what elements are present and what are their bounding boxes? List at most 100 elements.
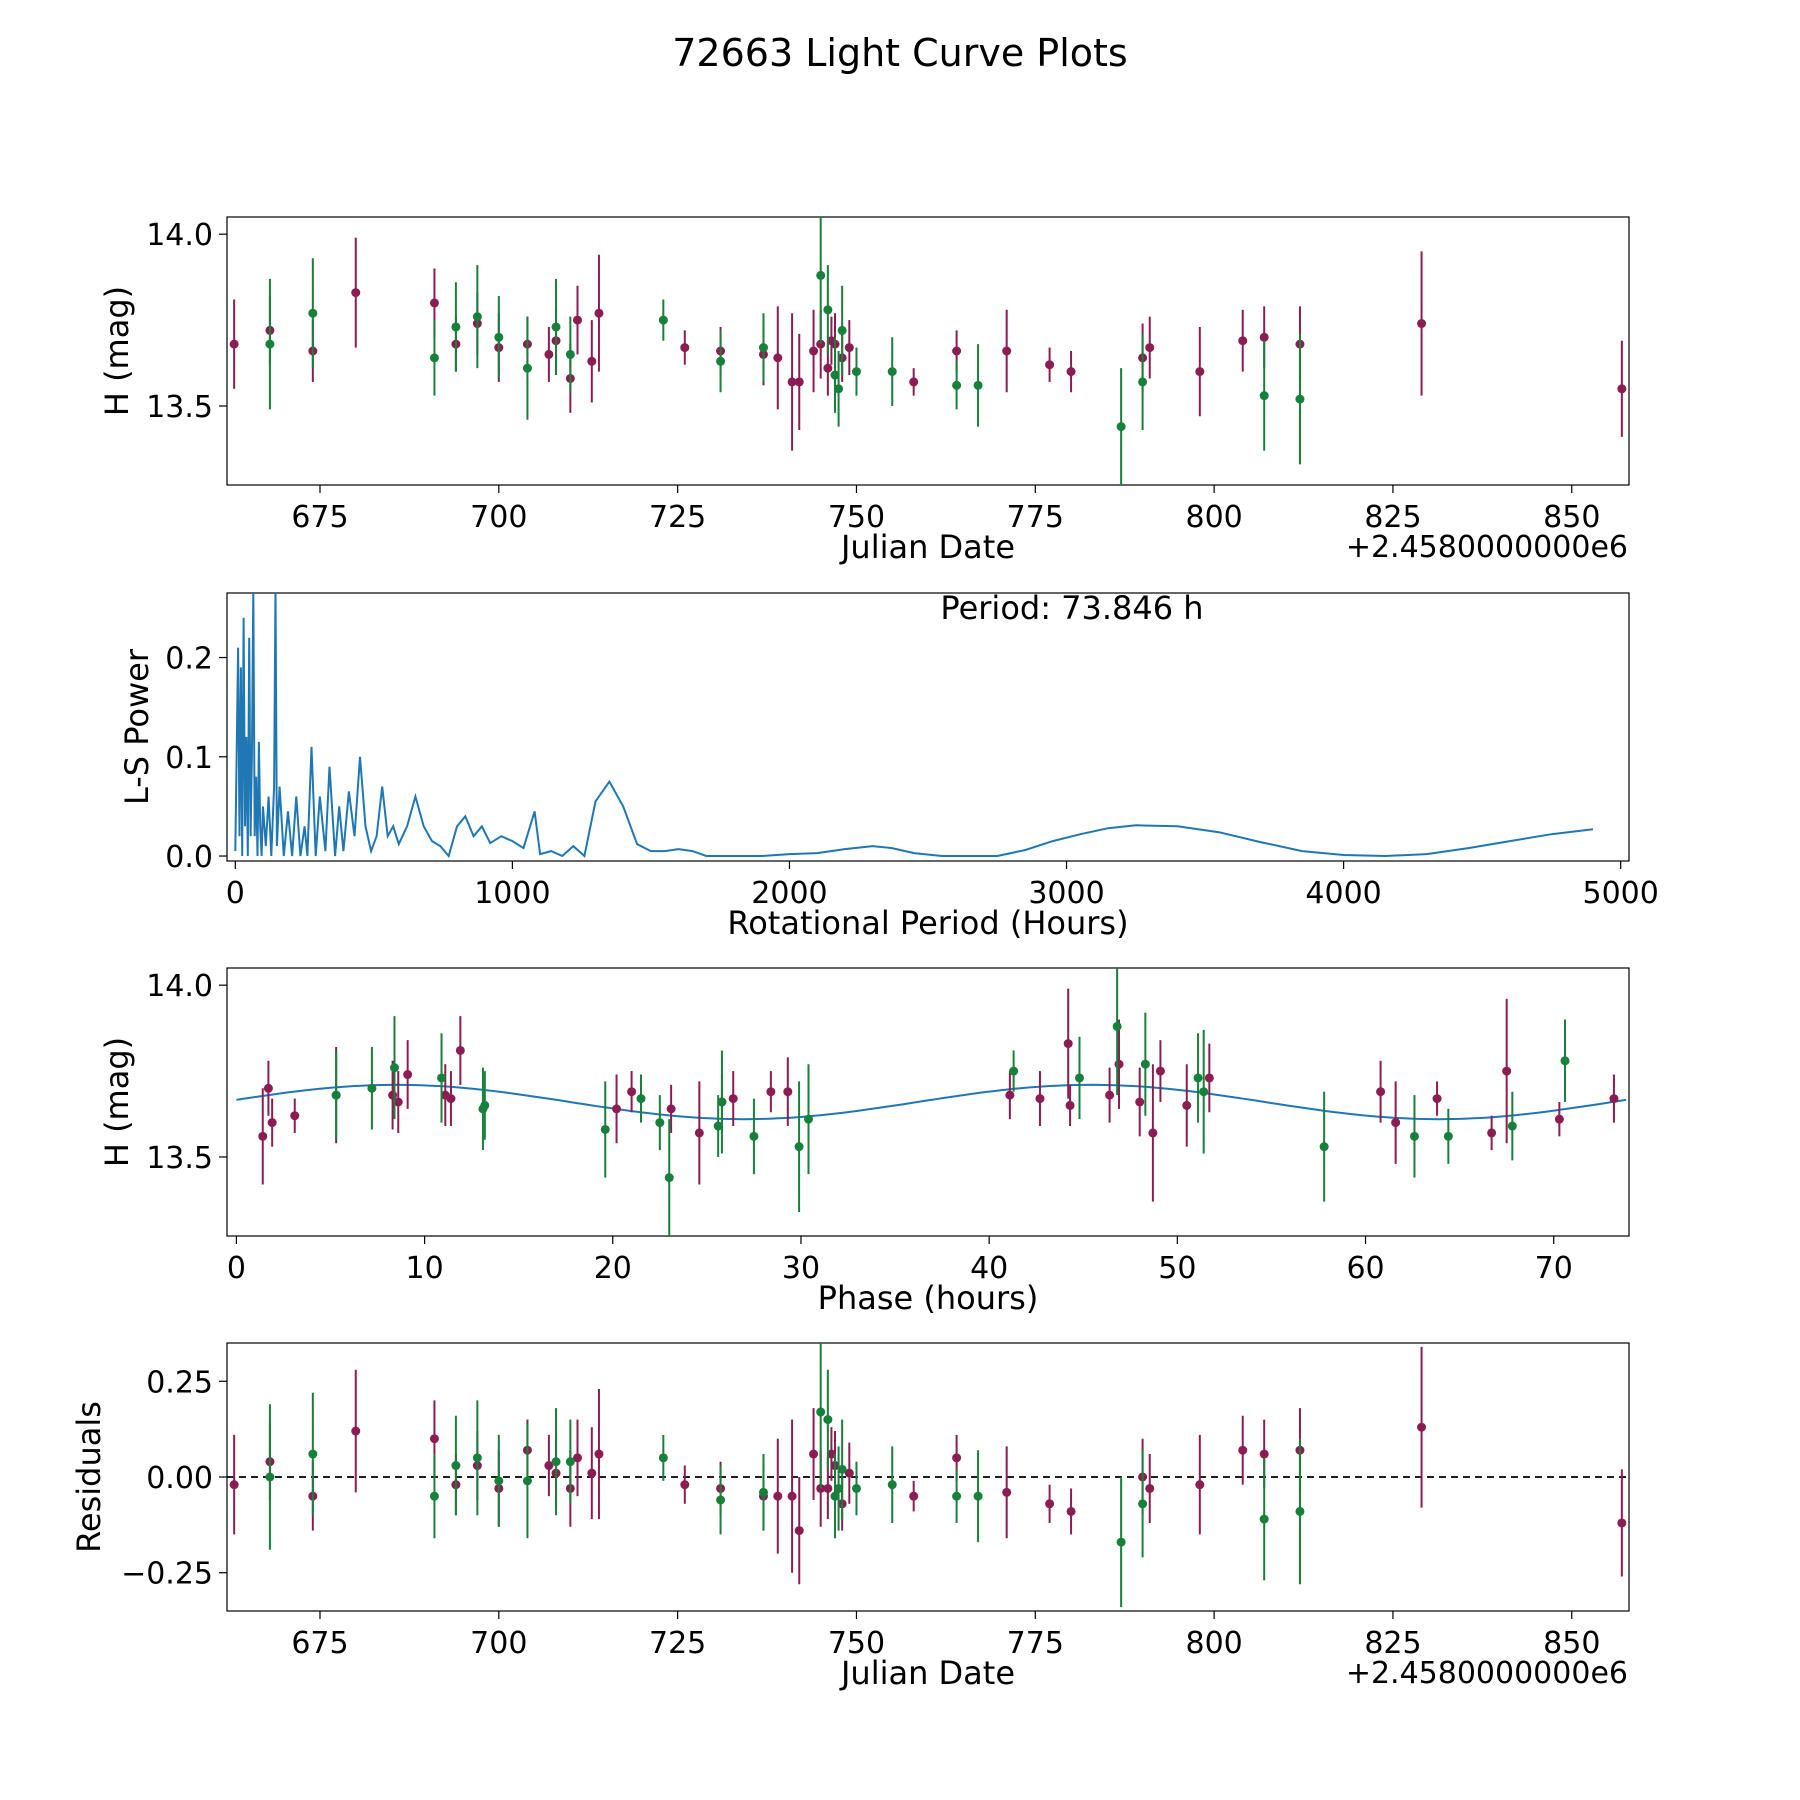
data-point <box>472 1453 482 1463</box>
data-point <box>351 1426 361 1436</box>
data-point <box>909 377 919 387</box>
data-point <box>429 353 439 363</box>
data-point <box>713 1121 723 1131</box>
data-point <box>1063 1039 1073 1049</box>
data-point <box>1116 422 1126 432</box>
data-point <box>265 1472 275 1482</box>
residuals-y-label: Residuals <box>70 1401 108 1553</box>
x-tick-label: 675 <box>291 1626 348 1661</box>
data-point <box>627 1087 637 1097</box>
data-point <box>351 288 361 298</box>
data-point <box>437 1073 447 1083</box>
data-point <box>587 1468 597 1478</box>
data-point <box>612 1104 622 1114</box>
periodogram-axes-frame <box>226 592 1630 862</box>
period-annotation: Period: 73.846 h <box>940 589 1203 627</box>
y-tick-label: 14.0 <box>146 969 213 1004</box>
data-point <box>851 367 861 377</box>
data-point <box>816 1407 826 1417</box>
x-tick-label: 800 <box>1185 500 1242 535</box>
data-point <box>952 1453 962 1463</box>
light-curve-x-label: Julian Date <box>839 528 1015 566</box>
data-point <box>834 1483 844 1493</box>
phase-curve-x-label: Phase (hours) <box>818 1279 1039 1317</box>
data-point <box>1005 1090 1015 1100</box>
x-tick-label: 40 <box>970 1251 1008 1286</box>
data-point <box>823 1483 833 1493</box>
x-tick-label: 50 <box>1158 1251 1196 1286</box>
data-point <box>794 377 804 387</box>
data-point <box>403 1070 413 1080</box>
data-point <box>758 1487 768 1497</box>
x-tick-label: 675 <box>291 500 348 535</box>
data-point <box>565 1457 575 1467</box>
data-point <box>844 1468 854 1478</box>
y-tick-label: 13.5 <box>146 390 213 425</box>
data-point <box>367 1083 377 1093</box>
data-point <box>1065 1100 1075 1110</box>
data-point <box>1617 1518 1627 1528</box>
data-point <box>887 367 897 377</box>
data-point <box>1259 332 1269 342</box>
data-point <box>636 1094 646 1104</box>
data-point <box>1114 1059 1124 1069</box>
residuals-panel: 675 700 725 750 775 800 825 850 −0.25 0.00 0.25 Ju… <box>70 1342 1630 1692</box>
data-point <box>1443 1131 1453 1141</box>
filter-b-series <box>265 1343 1305 1608</box>
x-tick-label: 20 <box>594 1251 632 1286</box>
data-point <box>844 343 854 353</box>
data-point <box>472 312 482 322</box>
data-point <box>573 1453 582 1463</box>
x-tick-label: 70 <box>1535 1251 1573 1286</box>
y-tick-label: 13.5 <box>146 1141 213 1176</box>
y-tick-label: 14.0 <box>146 218 213 253</box>
data-point <box>451 322 461 332</box>
figure-title: 72663 Light Curve Plots <box>672 31 1127 75</box>
data-point <box>551 1457 561 1467</box>
data-point <box>1238 1445 1248 1455</box>
data-point <box>389 1063 399 1073</box>
y-tick-label: 0.00 <box>146 1461 213 1496</box>
data-point <box>544 349 554 359</box>
data-point <box>728 1094 738 1104</box>
data-point <box>1145 1483 1155 1493</box>
data-point <box>1259 391 1269 401</box>
residuals-x-label: Julian Date <box>839 1654 1015 1692</box>
data-point <box>1155 1066 1165 1076</box>
data-point <box>658 1453 668 1463</box>
y-tick-label: 0.25 <box>146 1365 213 1400</box>
x-tick-label: 775 <box>1007 500 1064 535</box>
data-point <box>1138 1499 1148 1509</box>
data-point <box>973 380 983 390</box>
data-point <box>804 1114 814 1124</box>
x-tick-label: 850 <box>1543 500 1600 535</box>
data-point <box>308 308 318 318</box>
data-point <box>787 377 797 387</box>
data-point <box>265 339 275 349</box>
data-point <box>809 1449 819 1459</box>
x-tick-label: 775 <box>1007 1626 1064 1661</box>
data-point <box>429 1491 439 1501</box>
light-curve-y-label: H (mag) <box>98 286 136 416</box>
data-point <box>229 339 239 349</box>
data-point <box>1112 1021 1122 1031</box>
data-point <box>749 1131 759 1141</box>
phase-curve-panel: 0 10 20 30 40 50 60 70 13.5 14.0 Phase (hours) H … <box>98 967 1630 1317</box>
filter-b-series <box>265 217 1305 485</box>
x-tick-label: 800 <box>1185 1626 1242 1661</box>
data-point <box>1409 1131 1419 1141</box>
data-point <box>1135 1097 1145 1107</box>
data-point <box>1295 394 1305 404</box>
data-point <box>1560 1056 1570 1066</box>
data-point <box>1045 1499 1055 1509</box>
phase-curve-axes-frame <box>226 967 1630 1237</box>
data-point <box>783 1087 793 1097</box>
data-point <box>1195 367 1205 377</box>
x-tick-label: 2000 <box>751 876 827 911</box>
x-tick-label: 700 <box>470 500 527 535</box>
periodogram-panel: 0 1000 2000 3000 4000 5000 0.0 0.1 0.2 Rotationa… <box>118 589 1659 942</box>
data-point <box>1204 1073 1214 1083</box>
data-point <box>522 363 532 373</box>
y-tick-label: 0.0 <box>165 840 213 875</box>
data-point <box>766 1087 776 1097</box>
